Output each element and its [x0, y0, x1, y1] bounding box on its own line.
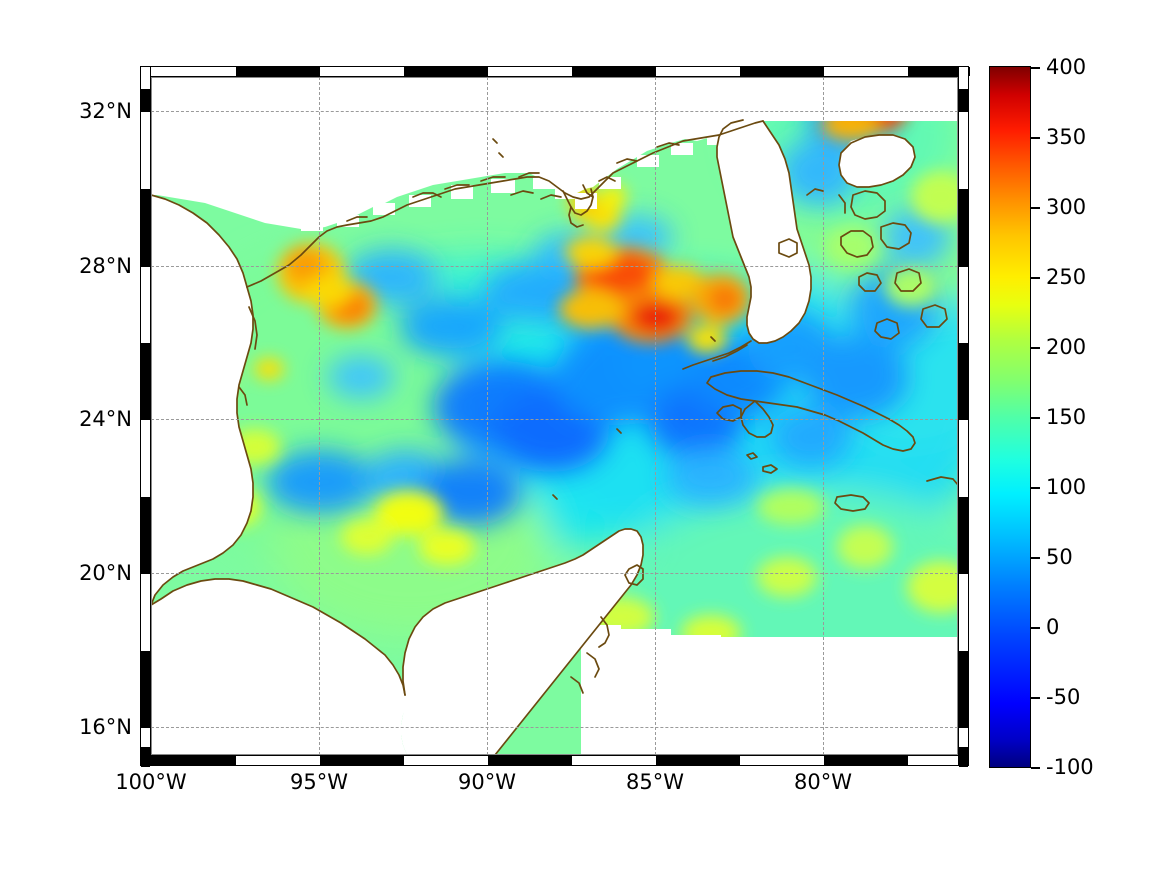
- colorbar-label-400: 400: [1046, 55, 1087, 79]
- y-tick-label-24N: 24°N: [79, 407, 132, 431]
- colorbar-tick-250: [1031, 277, 1040, 279]
- map-plot-area[interactable]: [140, 66, 969, 766]
- x-tick-label-100W: 100°W: [115, 770, 187, 794]
- colorbar-tick-150: [1031, 417, 1040, 419]
- colorbar-label-350: 350: [1046, 125, 1087, 149]
- colorbar-label-neg50: -50: [1046, 685, 1081, 709]
- x-tick-label-90W: 90°W: [458, 770, 516, 794]
- colorbar[interactable]: 400 350 300 250 200 150 100 50 0 -50 -10…: [989, 55, 1167, 779]
- colorbar-label-200: 200: [1046, 335, 1087, 359]
- colorbar-tick-50: [1031, 557, 1040, 559]
- colorbar-tick-400: [1031, 67, 1040, 69]
- x-axis-tick-labels: 100°W 95°W 90°W 85°W 80°W: [115, 770, 969, 804]
- colorbar-tick-200: [1031, 347, 1040, 349]
- data-field-raster: [151, 77, 958, 755]
- map-axes[interactable]: [140, 66, 970, 767]
- colorbar-tick-100: [1031, 487, 1040, 489]
- colorbar-label-neg100: -100: [1046, 755, 1094, 779]
- y-tick-label-32N: 32°N: [79, 99, 132, 123]
- x-tick-label-95W: 95°W: [290, 770, 348, 794]
- colorbar-label-100: 100: [1046, 475, 1087, 499]
- y-tick-label-28N: 28°N: [79, 254, 132, 278]
- x-tick-label-80W: 80°W: [794, 770, 852, 794]
- x-tick-label-85W: 85°W: [626, 770, 684, 794]
- colorbar-gradient: [989, 66, 1031, 768]
- y-tick-label-16N: 16°N: [79, 715, 132, 739]
- colorbar-label-250: 250: [1046, 265, 1087, 289]
- colorbar-tick-neg50: [1031, 697, 1040, 699]
- colorbar-label-50: 50: [1046, 545, 1073, 569]
- colorbar-tick-350: [1031, 137, 1040, 139]
- y-axis-tick-labels: 32°N 28°N 24°N 20°N 16°N: [0, 66, 132, 766]
- colorbar-label-300: 300: [1046, 195, 1087, 219]
- colorbar-label-0: 0: [1046, 615, 1060, 639]
- colorbar-tick-0: [1031, 627, 1040, 629]
- colorbar-tick-300: [1031, 207, 1040, 209]
- y-tick-label-20N: 20°N: [79, 561, 132, 585]
- colorbar-tick-neg100: [1031, 767, 1040, 769]
- colorbar-label-150: 150: [1046, 405, 1087, 429]
